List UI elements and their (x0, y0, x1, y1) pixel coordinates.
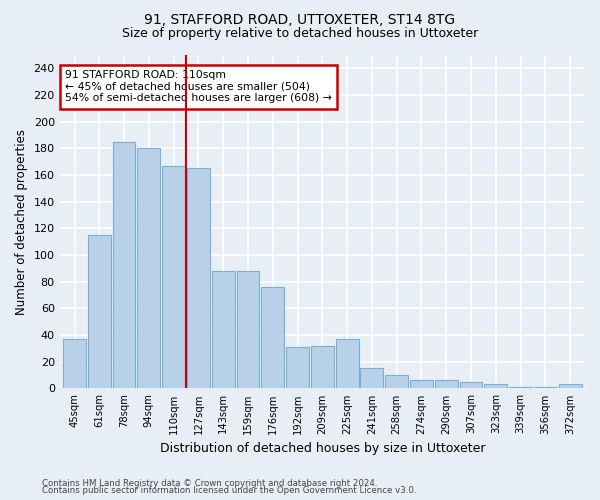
Text: Contains public sector information licensed under the Open Government Licence v3: Contains public sector information licen… (42, 486, 416, 495)
Text: Contains HM Land Registry data © Crown copyright and database right 2024.: Contains HM Land Registry data © Crown c… (42, 478, 377, 488)
Bar (534, 387, 557, 388)
Bar (336, 339, 359, 388)
Bar (509, 387, 532, 388)
Bar (361, 368, 383, 388)
Bar (137, 148, 160, 388)
X-axis label: Distribution of detached houses by size in Uttoxeter: Distribution of detached houses by size … (160, 442, 485, 455)
Bar (286, 347, 309, 389)
Y-axis label: Number of detached properties: Number of detached properties (15, 128, 28, 314)
Bar (212, 271, 235, 388)
Bar (435, 380, 458, 388)
Bar (385, 375, 408, 388)
Bar (262, 287, 284, 388)
Bar (559, 384, 581, 388)
Bar (236, 271, 259, 388)
Bar (63, 339, 86, 388)
Bar (113, 142, 136, 388)
Bar (88, 235, 111, 388)
Bar (187, 168, 210, 388)
Bar (311, 346, 334, 389)
Text: 91, STAFFORD ROAD, UTTOXETER, ST14 8TG: 91, STAFFORD ROAD, UTTOXETER, ST14 8TG (145, 12, 455, 26)
Bar (162, 166, 185, 388)
Bar (410, 380, 433, 388)
Bar (460, 382, 482, 388)
Text: Size of property relative to detached houses in Uttoxeter: Size of property relative to detached ho… (122, 28, 478, 40)
Bar (484, 384, 507, 388)
Text: 91 STAFFORD ROAD: 110sqm
← 45% of detached houses are smaller (504)
54% of semi-: 91 STAFFORD ROAD: 110sqm ← 45% of detach… (65, 70, 332, 103)
